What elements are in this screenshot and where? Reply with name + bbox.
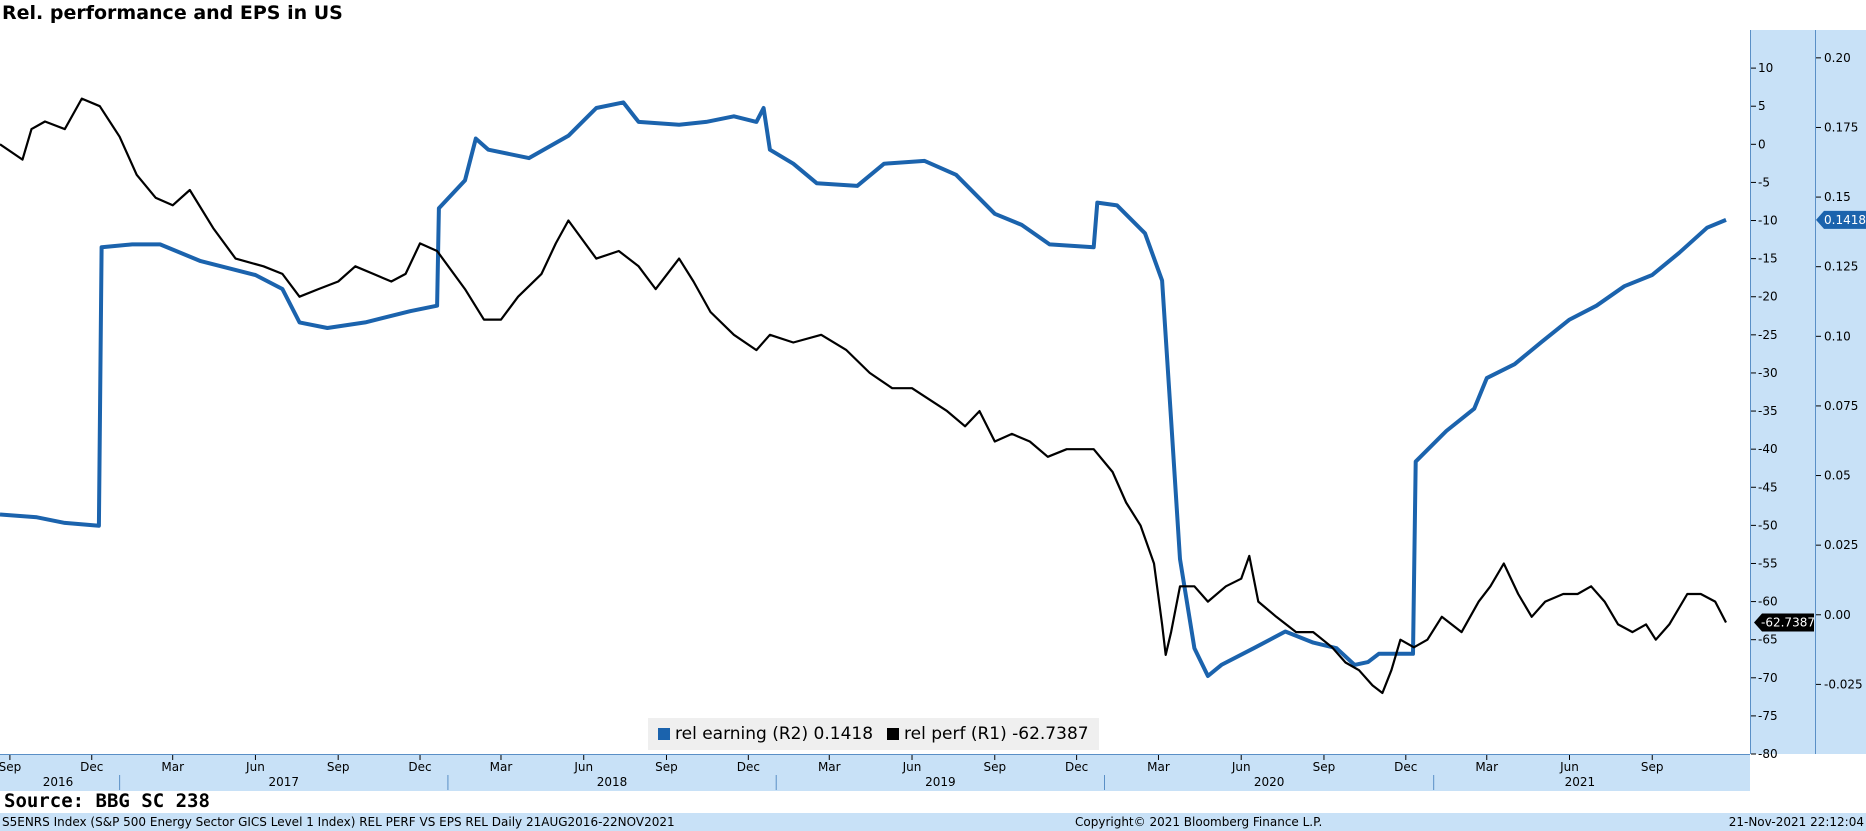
legend-label-rel-perf: rel perf (R1) -62.7387 xyxy=(904,724,1089,744)
x-month-label: Dec xyxy=(408,760,431,774)
x-month-label: Dec xyxy=(80,760,103,774)
r2-tick-label: 0.05 xyxy=(1824,469,1851,483)
r1-tick-label: -55 xyxy=(1758,556,1778,570)
x-year-label: 2020 xyxy=(1254,775,1285,789)
x-month-label: Dec xyxy=(1394,760,1417,774)
x-month-label: Sep xyxy=(0,760,21,774)
x-month-label: Mar xyxy=(161,760,184,774)
r1-tick-label: 5 xyxy=(1758,99,1766,113)
r2-tick-label: 0.20 xyxy=(1824,51,1851,65)
r1-tick-label: -75 xyxy=(1758,709,1778,723)
legend-label-rel-earning: rel earning (R2) 0.1418 xyxy=(675,724,874,744)
right-axis-2-panel xyxy=(1815,30,1866,754)
series-line-rel-perf xyxy=(0,97,1727,695)
r1-tick-label: -45 xyxy=(1758,480,1778,494)
footer-bar: S5ENRS Index (S&P 500 Energy Sector GICS… xyxy=(0,813,1866,831)
x-month-label: Mar xyxy=(818,760,841,774)
r2-tick-label: 0.075 xyxy=(1824,399,1858,413)
x-month-label: Sep xyxy=(655,760,678,774)
legend: rel earning (R2) 0.1418 rel perf (R1) -6… xyxy=(648,718,1099,750)
r2-tick-label: -0.025 xyxy=(1824,677,1863,691)
r1-tick-label: -15 xyxy=(1758,252,1778,266)
r2-tick-label: 0.125 xyxy=(1824,260,1858,274)
footer-timestamp: 21-Nov-2021 22:12:04 xyxy=(1728,815,1864,829)
r2-tick-label: 0.15 xyxy=(1824,190,1851,204)
r1-tick-label: -70 xyxy=(1758,671,1778,685)
source-text: Source: BBG SC 238 xyxy=(4,790,210,812)
r1-tick-label: 10 xyxy=(1758,61,1773,75)
x-month-label: Jun xyxy=(1559,760,1579,774)
series-line-rel-earning xyxy=(0,100,1727,678)
r1-tick-label: -30 xyxy=(1758,366,1778,380)
x-month-label: Dec xyxy=(737,760,760,774)
x-year-label: 2021 xyxy=(1565,775,1596,789)
r1-tick-label: -65 xyxy=(1758,633,1778,647)
last-value-tag-rel-earning xyxy=(1816,210,1866,229)
r1-tick-label: -60 xyxy=(1758,595,1778,609)
x-year-label: 2017 xyxy=(268,775,299,789)
r1-tick-label: -35 xyxy=(1758,404,1778,418)
r1-tick-label: -20 xyxy=(1758,290,1778,304)
r1-tick-label: 0 xyxy=(1758,137,1766,151)
legend-item-rel-earning: rel earning (R2) 0.1418 xyxy=(658,724,873,744)
x-month-label: Mar xyxy=(1475,760,1498,774)
x-month-label: Sep xyxy=(1641,760,1664,774)
footer-description: S5ENRS Index (S&P 500 Energy Sector GICS… xyxy=(2,815,675,829)
legend-item-rel-perf: rel perf (R1) -62.7387 xyxy=(887,724,1089,744)
r2-tick-label: 0.175 xyxy=(1824,120,1858,134)
x-year-label: 2019 xyxy=(925,775,956,789)
r2-tick-label: 0.00 xyxy=(1824,608,1851,622)
last-value-label-rel-earning: 0.1418 xyxy=(1824,213,1866,227)
last-value-tag-rel-perf xyxy=(1754,613,1814,632)
x-month-label: Jun xyxy=(573,760,593,774)
r1-tick-label: -80 xyxy=(1758,747,1778,761)
legend-swatch-rel-earning xyxy=(658,728,670,740)
x-year-label: 2016 xyxy=(43,775,74,789)
x-axis-panel xyxy=(0,754,1750,791)
r1-tick-label: -25 xyxy=(1758,328,1778,342)
x-month-label: Mar xyxy=(490,760,513,774)
x-month-label: Sep xyxy=(327,760,350,774)
r2-tick-label: 0.025 xyxy=(1824,538,1858,552)
x-year-label: 2018 xyxy=(597,775,628,789)
right-axis-1-panel xyxy=(1750,30,1815,754)
x-month-label: Mar xyxy=(1147,760,1170,774)
x-month-label: Sep xyxy=(983,760,1006,774)
x-month-label: Sep xyxy=(1313,760,1336,774)
last-value-label-rel-perf: -62.7387 xyxy=(1761,615,1815,629)
r1-tick-label: -40 xyxy=(1758,442,1778,456)
footer-copyright: Copyright© 2021 Bloomberg Finance L.P. xyxy=(1075,815,1323,829)
r1-tick-label: -10 xyxy=(1758,214,1778,228)
x-month-label: Jun xyxy=(1231,760,1251,774)
legend-swatch-rel-perf xyxy=(887,728,900,740)
x-month-label: Jun xyxy=(902,760,922,774)
chart-title: Rel. performance and EPS in US xyxy=(2,2,343,24)
r2-tick-label: 0.10 xyxy=(1824,329,1851,343)
x-month-label: Dec xyxy=(1065,760,1088,774)
line-chart: 10 5 0 -5 -10 -15 -20 -25 -30 -35 -40 -45 -50 -55 -60 -… xyxy=(0,51,1866,790)
x-month-label: Jun xyxy=(245,760,265,774)
r1-tick-label: -50 xyxy=(1758,518,1778,532)
r1-tick-label: -5 xyxy=(1758,175,1770,189)
